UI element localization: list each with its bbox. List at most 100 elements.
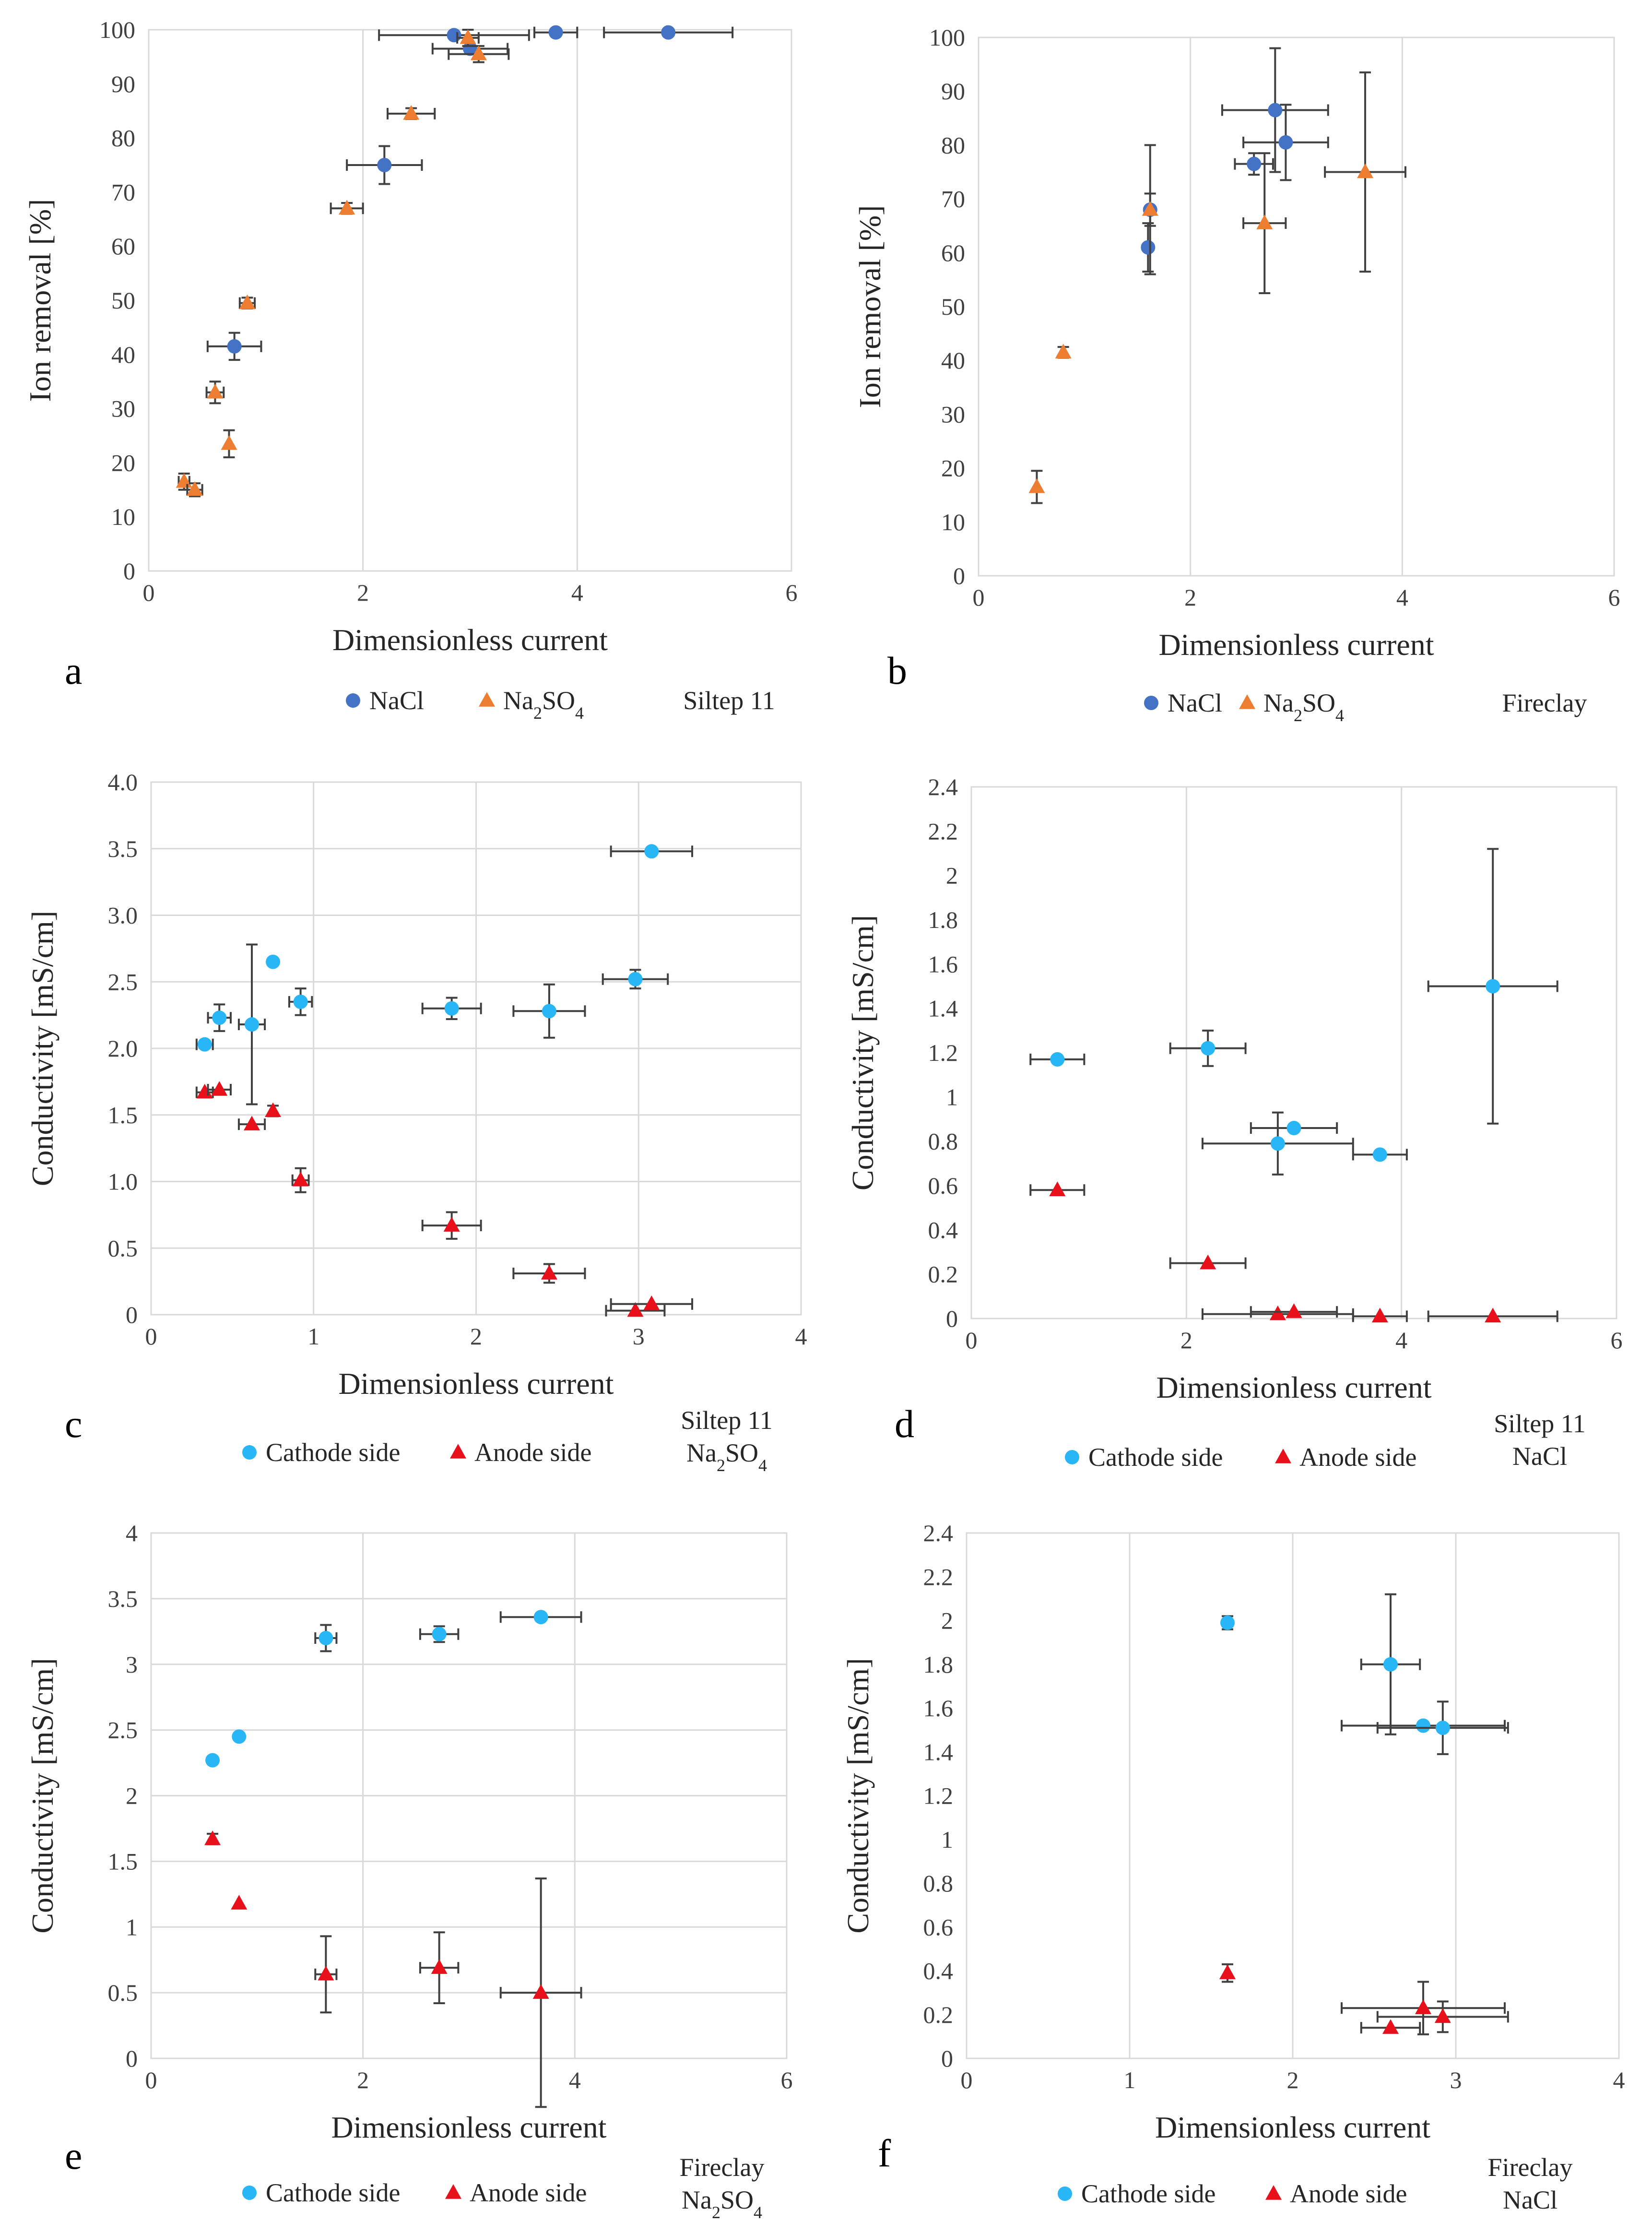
y-tick-label: 40 <box>941 347 965 374</box>
legend-marker <box>1058 2186 1072 2201</box>
y-tick-label: 2 <box>126 1782 138 1809</box>
panel-caption-material: Fireclay <box>1502 689 1587 717</box>
chart-panel-a: 0 2 4 60102030405060708090100Dimensionless … <box>23 16 798 723</box>
y-tick-label: 4 <box>126 1520 138 1546</box>
x-tick-label: 4 <box>1395 1327 1407 1354</box>
y-tick-label: 90 <box>111 71 135 97</box>
y-tick-label: 60 <box>941 239 965 266</box>
x-tick-label: 0 <box>961 2067 973 2093</box>
data-point <box>1028 478 1045 493</box>
y-tick-label: 100 <box>929 24 965 51</box>
x-axis-title: Dimensionless current <box>338 1367 614 1401</box>
data-point <box>1382 2019 1399 2034</box>
panel-label: a <box>65 649 82 692</box>
x-tick-label: 2 <box>357 2067 369 2093</box>
x-tick-label: 4 <box>571 579 583 606</box>
legend-label: Cathode side <box>1081 2179 1215 2208</box>
y-tick-label: 0 <box>941 2045 953 2072</box>
y-tick-label: 4.0 <box>108 769 138 796</box>
series-cathode-side <box>1029 848 1558 1176</box>
x-tick-label: 6 <box>1608 584 1620 611</box>
y-tick-label: 1 <box>126 1913 138 1940</box>
y-tick-label: 40 <box>111 341 135 368</box>
y-axis-title: Ion removal [%] <box>23 199 57 402</box>
y-axis-title: Ion removal [%] <box>853 205 887 408</box>
data-point <box>643 1295 660 1310</box>
x-tick-label: 0 <box>145 2067 157 2093</box>
data-point <box>293 994 308 1009</box>
y-tick-label: 30 <box>111 395 135 422</box>
panel-caption-salt: Na2SO4 <box>682 2186 762 2222</box>
series-anode-side <box>195 1081 694 1317</box>
y-tick-label: 50 <box>111 287 135 314</box>
series-anode-side <box>204 1830 582 2108</box>
y-tick-label: 1.0 <box>108 1168 138 1195</box>
y-tick-label: 0.4 <box>923 1958 954 1984</box>
data-point <box>1278 135 1293 150</box>
data-point <box>1286 1120 1301 1135</box>
legend-label: Anode side <box>1299 1443 1416 1472</box>
data-point <box>532 1984 549 1999</box>
y-tick-label: 2.2 <box>928 818 958 844</box>
x-axis-title: Dimensionless current <box>1158 628 1434 662</box>
legend-marker <box>1065 1450 1079 1464</box>
legend-label: Na2SO4 <box>1263 689 1344 725</box>
data-point <box>1383 1657 1398 1672</box>
series-cathode-side <box>195 844 694 1105</box>
data-point <box>231 1895 248 1910</box>
data-point <box>266 954 281 969</box>
x-tick-label: 6 <box>781 2067 793 2093</box>
panel-label: d <box>895 1402 914 1446</box>
legend-label: Na2SO4 <box>503 686 584 723</box>
series-anode-side <box>1219 1963 1509 2035</box>
panel-label: c <box>65 1402 82 1446</box>
data-point <box>221 435 237 450</box>
y-tick-label: 0.8 <box>928 1128 958 1155</box>
y-tick-label: 80 <box>111 125 135 152</box>
y-tick-label: 100 <box>99 16 135 43</box>
data-point <box>1435 1721 1450 1735</box>
x-tick-label: 2 <box>1184 584 1196 611</box>
data-point <box>1371 1307 1388 1323</box>
legend-marker <box>479 692 495 707</box>
data-point <box>1141 240 1156 255</box>
y-tick-label: 0.5 <box>108 1979 138 2006</box>
data-point <box>1372 1147 1387 1162</box>
y-tick-label: 70 <box>941 186 965 213</box>
y-axis-title: Conductivity [mS/cm] <box>846 915 880 1190</box>
series-nacl <box>1141 47 1329 273</box>
data-point <box>1247 156 1262 171</box>
x-tick-label: 2 <box>1287 2067 1299 2093</box>
y-tick-label: 3.0 <box>108 902 138 929</box>
data-point <box>319 1631 333 1645</box>
y-tick-label: 90 <box>941 78 965 105</box>
legend-label: Cathode side <box>1088 1443 1223 1472</box>
y-tick-label: 50 <box>941 293 965 320</box>
data-point <box>196 1083 213 1099</box>
series-cathode-side <box>1220 1593 1509 1755</box>
data-point <box>187 481 203 496</box>
data-point <box>292 1171 309 1187</box>
y-tick-label: 1.6 <box>923 1695 954 1722</box>
data-point <box>1415 1999 1431 2014</box>
x-tick-label: 6 <box>1611 1327 1623 1354</box>
data-point <box>548 25 563 40</box>
y-tick-label: 20 <box>111 449 135 476</box>
legend-marker <box>450 1444 466 1459</box>
panel-caption-material: Siltep 11 <box>681 1406 773 1435</box>
y-tick-label: 0 <box>126 2045 138 2072</box>
data-point <box>212 1010 227 1025</box>
y-tick-label: 1.8 <box>928 906 958 933</box>
data-point <box>432 1627 447 1641</box>
series-anode-side <box>1029 1181 1558 1323</box>
data-point <box>1201 1041 1215 1056</box>
data-point <box>377 158 392 172</box>
data-point <box>1416 1718 1430 1733</box>
chart-panel-e: 0 2 4 6 0 0.5 1 1.5 2 2.5 3 3.5 4 Dimensionless curre… <box>25 1520 793 2222</box>
y-tick-label: 1 <box>941 1826 953 1853</box>
data-point <box>403 105 420 120</box>
series-nacl <box>206 25 734 361</box>
panel-label: e <box>65 2134 82 2177</box>
data-point <box>533 1610 548 1625</box>
